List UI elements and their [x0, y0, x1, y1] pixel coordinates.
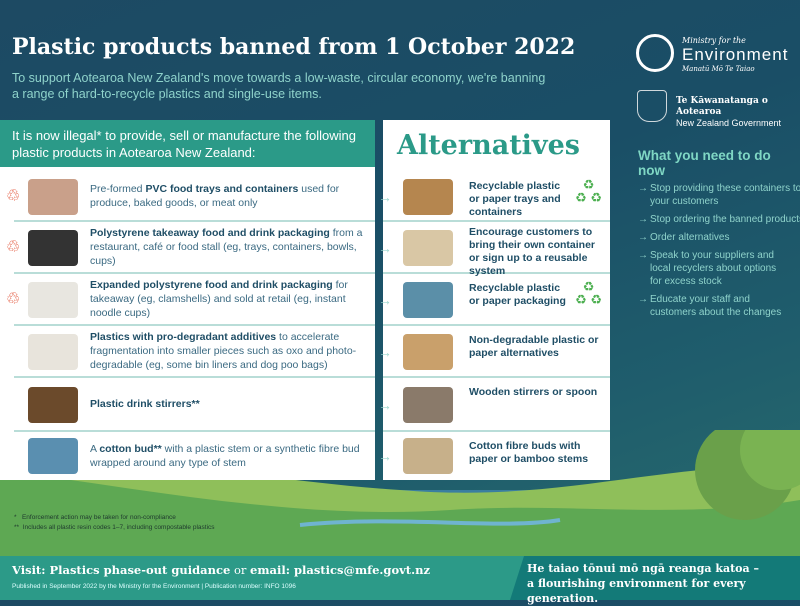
- todo-item: → Order alternatives: [638, 232, 730, 243]
- arrow-icon: →: [638, 294, 648, 305]
- arrow-icon: →: [638, 250, 648, 261]
- alternative-item: Wooden stirrers or spoon: [383, 378, 610, 432]
- mfe-sub: Manatū Mō Te Taiao: [682, 65, 755, 73]
- arrow-icon: →: [378, 189, 392, 205]
- alternative-item: Recyclable plastic or paper trays and co…: [383, 172, 610, 222]
- alternative-item: Non-degradable plastic or paper alternat…: [383, 326, 610, 378]
- alternative-illustration: [403, 334, 453, 370]
- banned-item: ♲ Polystyrene takeaway food and drink pac…: [6, 222, 375, 274]
- arrow-icon: →: [638, 183, 648, 194]
- mfe-top: Ministry for the: [682, 36, 746, 45]
- gov-logo-text: Te Kāwanatanga o Aotearoa New Zealand Go…: [676, 96, 800, 129]
- footer: Visit: Plastics phase-out guidance or em…: [0, 556, 800, 605]
- arrow-icon: →: [638, 232, 648, 243]
- recycle-icon: ♻ ♻ ♻: [575, 177, 602, 205]
- arrow-icon: →: [378, 344, 392, 360]
- alternative-illustration: [403, 438, 453, 474]
- product-illustration: [28, 387, 78, 423]
- alternative-text: Wooden stirrers or spoon: [469, 386, 598, 398]
- footnote-2: ** Includes all plastic resin codes 1–7,…: [14, 524, 215, 531]
- todo-heading: What you need to do now: [638, 148, 771, 178]
- motto-line-1: He taiao tōnui mō ngā reanga katoa –: [527, 562, 759, 575]
- banned-item: Plastic drink stirrers**: [14, 378, 375, 432]
- page-subtitle: To support Aotearoa New Zealand's move t…: [12, 71, 546, 101]
- todo-item: → Speak to your suppliers and local recyc…: [638, 250, 777, 287]
- motto: He taiao tōnui mō ngā reanga katoa – a f…: [527, 561, 800, 606]
- product-illustration: [28, 334, 78, 370]
- banned-item-text: Polystyrene takeaway food and drink pack…: [90, 227, 363, 267]
- mfe-logo-icon: [636, 34, 674, 72]
- banned-item-text: Expanded polystyrene food and drink pack…: [90, 279, 348, 319]
- resin-code-icon: ♲: [6, 291, 21, 308]
- mfe-main: Environment: [682, 45, 789, 64]
- resin-code-icon: ♲: [6, 239, 21, 256]
- alternative-text: Recyclable plastic or paper packaging: [469, 282, 566, 307]
- banned-item-text: A cotton bud** with a plastic stem or a …: [90, 443, 360, 469]
- alternative-illustration: [403, 282, 453, 318]
- banned-item: A cotton bud** with a plastic stem or a …: [14, 432, 375, 480]
- nz-crest-icon: [637, 90, 667, 122]
- banned-item: Plastics with pro-degradant additives to…: [14, 326, 375, 378]
- recycle-icon: ♻ ♻ ♻: [575, 279, 602, 307]
- product-illustration: [28, 282, 78, 318]
- banned-item-text: Pre-formed PVC food trays and containers…: [90, 183, 340, 209]
- alternative-item: Cotton fibre buds with paper or bamboo s…: [383, 432, 610, 480]
- todo-item: → Educate your staff and customers about …: [638, 294, 782, 318]
- banned-item-text: Plastic drink stirrers**: [90, 398, 200, 410]
- page-title: Plastic products banned from 1 October 2…: [12, 34, 576, 60]
- alternative-illustration: [403, 230, 453, 266]
- resin-code-icon: ♲: [6, 188, 21, 205]
- banned-item: ♲ Pre-formed PVC food trays and container…: [6, 172, 375, 222]
- todo-section: What you need to do now → Stop providing …: [638, 148, 800, 324]
- motto-line-2: a flourishing environment for every gene…: [527, 577, 746, 605]
- footnote-1: * Enforcement action may be taken for no…: [14, 514, 176, 521]
- alternative-text: Cotton fibre buds with paper or bamboo s…: [469, 440, 589, 465]
- publication-info: Published in September 2022 by the Minis…: [12, 583, 296, 590]
- footnotes: * Enforcement action may be taken for no…: [14, 513, 215, 533]
- footer-motto-band: [510, 556, 800, 600]
- arrow-icon: →: [378, 240, 392, 256]
- alternative-item: Recyclable plastic or paper packaging ♻ ♻ …: [383, 274, 610, 326]
- gov-maori: Te Kāwanatanga o Aotearoa: [676, 96, 768, 117]
- arrow-icon: →: [378, 397, 392, 413]
- alternative-text: Non-degradable plastic or paper alternat…: [469, 334, 599, 359]
- footer-contact: Visit: Plastics phase-out guidance or em…: [12, 563, 430, 577]
- banned-item-text: Plastics with pro-degradant additives to…: [90, 331, 357, 371]
- alternatives-heading: Alternatives: [397, 130, 581, 161]
- or-text: or: [230, 563, 251, 577]
- email-link[interactable]: email: plastics@mfe.govt.nz: [250, 563, 430, 577]
- guidance-link[interactable]: Visit: Plastics phase-out guidance: [12, 563, 231, 577]
- arrow-icon: →: [378, 448, 392, 464]
- alternative-item: Encourage customers to bring their own c…: [383, 222, 610, 277]
- arrow-icon: →: [378, 292, 392, 308]
- product-illustration: [28, 230, 78, 266]
- alternative-text: Recyclable plastic or paper trays and co…: [469, 180, 561, 218]
- banned-item: ♲ Expanded polystyrene food and drink pac…: [6, 274, 375, 326]
- product-illustration: [28, 438, 78, 474]
- gov-en: New Zealand Government: [676, 118, 782, 128]
- todo-item: → Stop ordering the banned products: [638, 214, 800, 225]
- alternative-illustration: [403, 387, 453, 423]
- todo-item: → Stop providing these containers to your…: [638, 183, 800, 207]
- alternative-text: Encourage customers to bring their own c…: [469, 226, 596, 277]
- alternative-illustration: [403, 179, 453, 215]
- banned-heading: It is now illegal* to provide, sell or m…: [0, 120, 375, 167]
- arrow-icon: →: [638, 214, 648, 225]
- product-illustration: [28, 179, 78, 215]
- mfe-logo-text: Ministry for the Environment Manatū Mō T…: [682, 36, 788, 73]
